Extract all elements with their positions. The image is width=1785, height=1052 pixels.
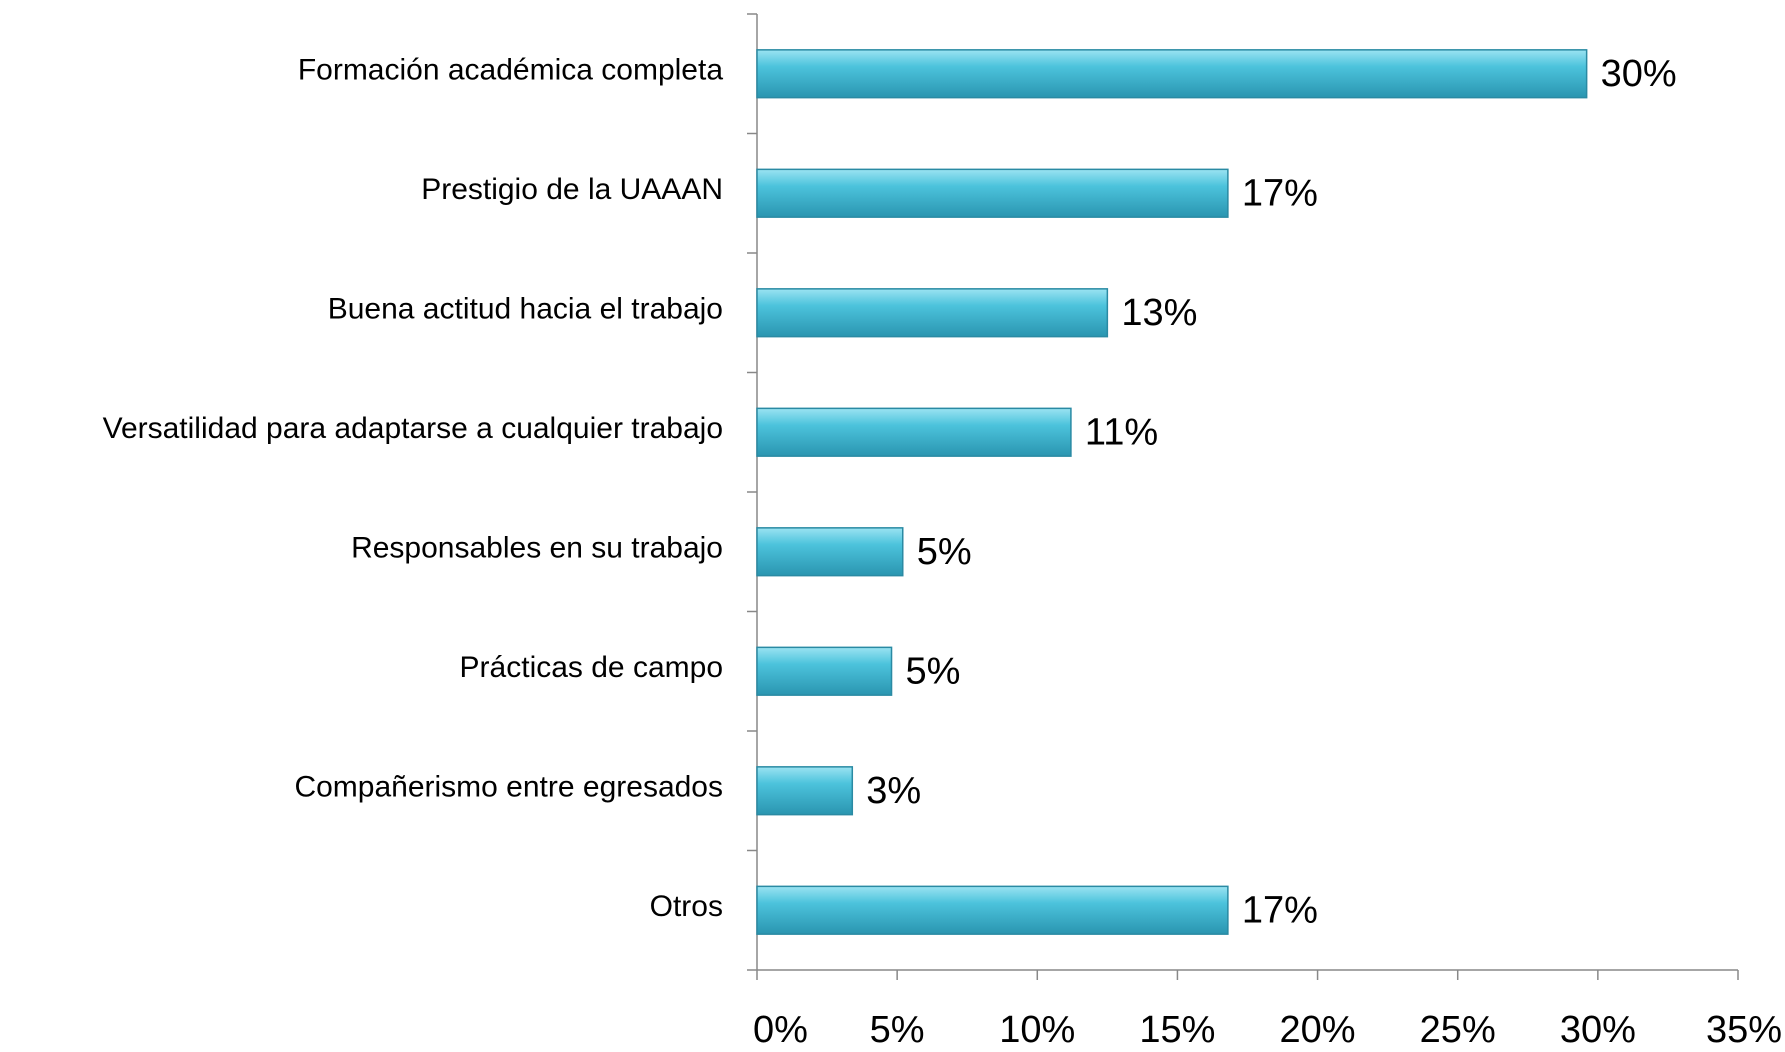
value-label: 17% xyxy=(1242,889,1318,931)
y-tick-label: Otros xyxy=(650,890,723,923)
value-label: 3% xyxy=(866,770,921,812)
bar xyxy=(756,49,1588,99)
bar xyxy=(756,527,904,577)
bar xyxy=(756,885,1229,935)
x-tick-label: 0% xyxy=(753,1009,808,1051)
value-label: 11% xyxy=(1085,411,1158,453)
y-tick-label: Prácticas de campo xyxy=(460,651,723,684)
value-label: 5% xyxy=(917,531,972,573)
bar xyxy=(756,646,893,696)
y-tick-label: Prestigio de la UAAAN xyxy=(421,173,723,206)
y-tick-label: Responsables en su trabajo xyxy=(351,532,723,565)
x-tick-label: 10% xyxy=(999,1009,1075,1051)
value-label: 5% xyxy=(906,650,961,692)
y-tick-label: Compañerismo entre egresados xyxy=(294,771,723,804)
x-tick-label: 25% xyxy=(1420,1009,1496,1051)
y-tick-label: Formación académica completa xyxy=(298,54,724,87)
value-label: 13% xyxy=(1121,292,1197,334)
bar xyxy=(756,766,854,816)
value-label: 30% xyxy=(1601,53,1677,95)
x-tick-label: 35% xyxy=(1706,1009,1782,1051)
x-tick-label: 30% xyxy=(1560,1009,1636,1051)
x-tick-label: 5% xyxy=(870,1009,925,1051)
y-tick-label: Buena actitud hacia el trabajo xyxy=(328,293,723,326)
y-tick-label: Versatilidad para adaptarse a cualquier … xyxy=(103,412,723,445)
bar xyxy=(756,288,1109,338)
x-tick-label: 20% xyxy=(1280,1009,1356,1051)
value-label: 17% xyxy=(1242,172,1318,214)
bar xyxy=(756,168,1229,218)
x-tick-label: 15% xyxy=(1139,1009,1215,1051)
bar xyxy=(756,407,1072,457)
